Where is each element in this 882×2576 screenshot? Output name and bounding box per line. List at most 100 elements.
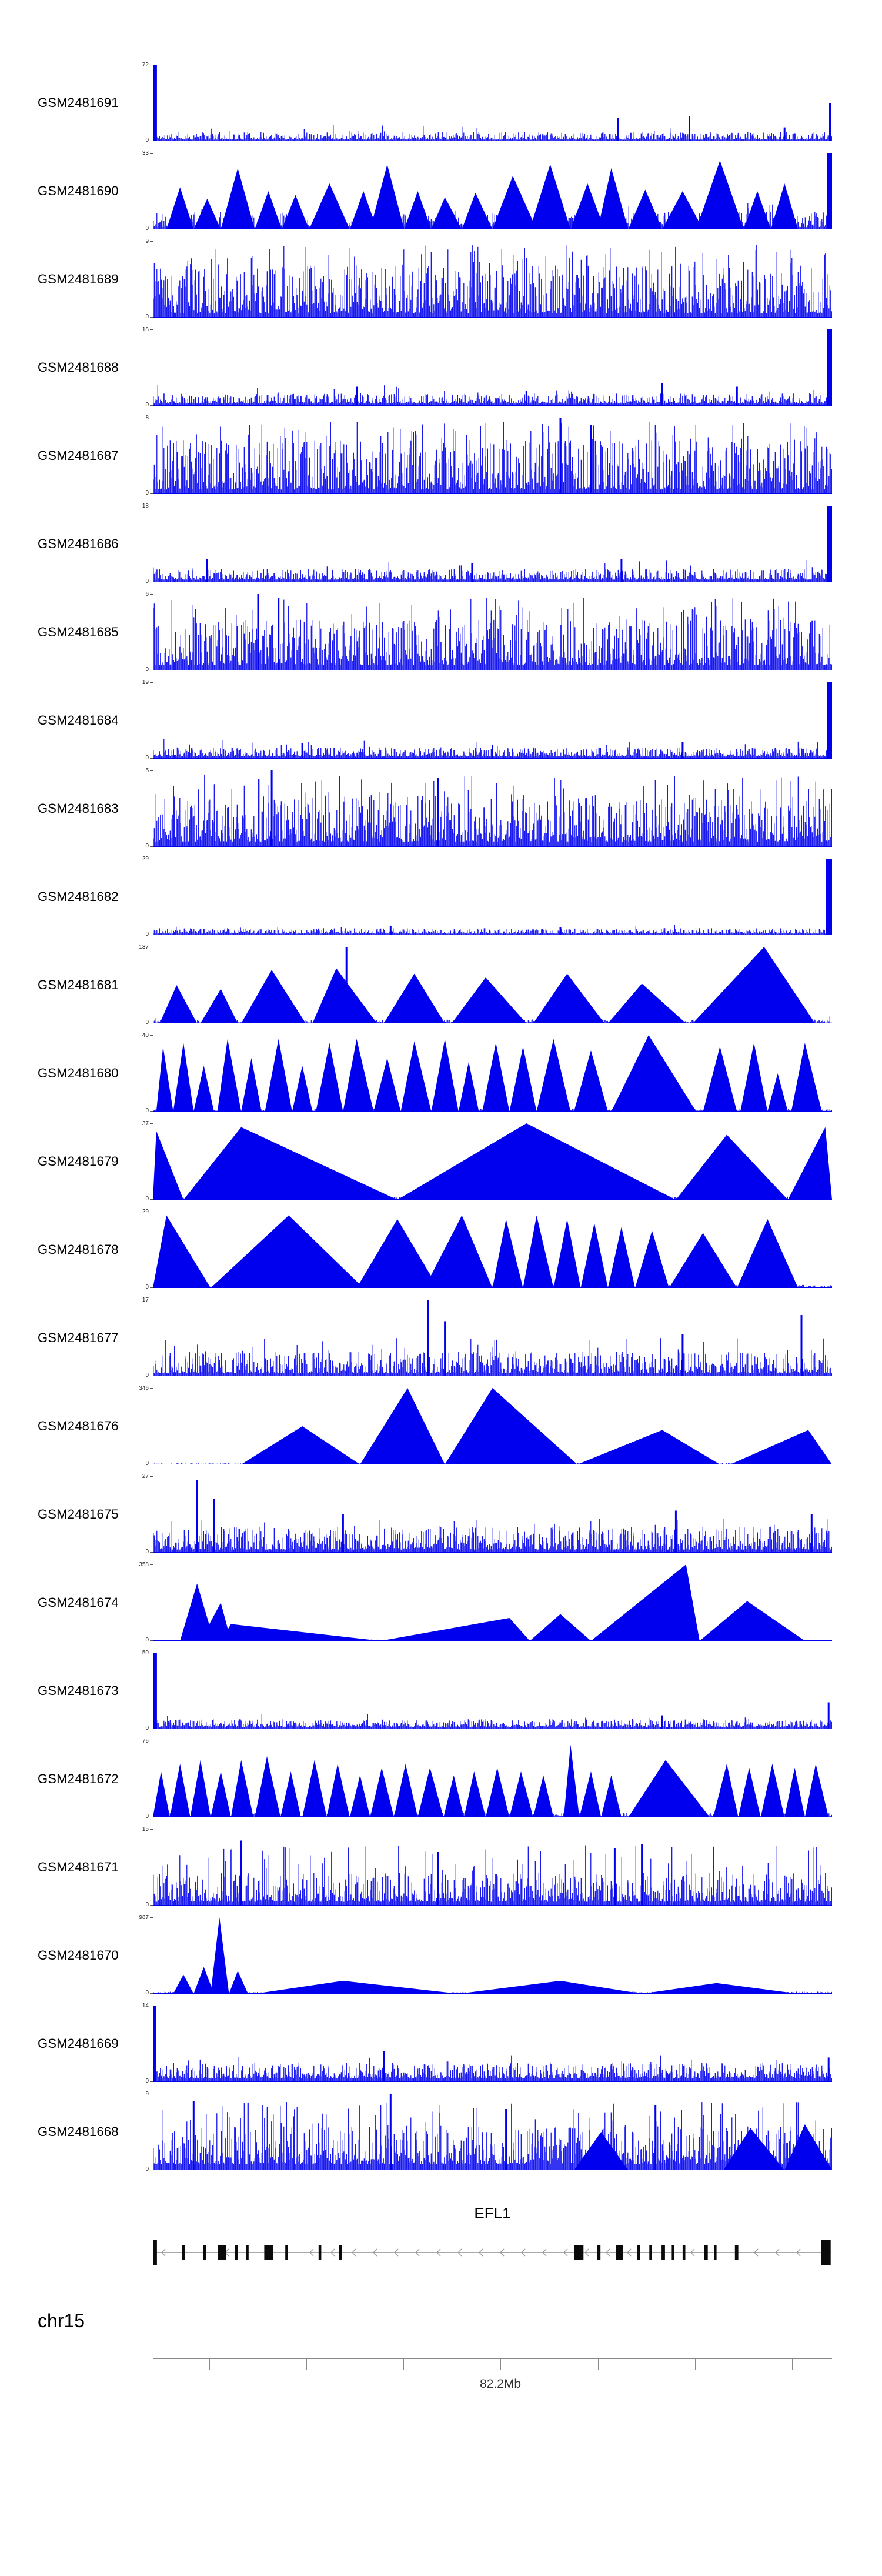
track-label: GSM2481674	[38, 1595, 119, 1610]
y-axis-bottom-tick	[150, 1111, 153, 1112]
y-axis-zero-label: 0	[145, 1901, 149, 1908]
y-axis-max-label: 29	[142, 1209, 149, 1215]
exon-box	[714, 2245, 717, 2260]
y-axis-top-tick	[150, 1035, 153, 1036]
exon-box	[246, 2245, 249, 2260]
strand-arrow-icon	[436, 2248, 441, 2257]
gene-model-track	[153, 2240, 831, 2265]
signal-track-row: GSM2481673 50 0	[0, 1647, 882, 1735]
y-axis-zero-label: 0	[145, 1549, 149, 1555]
exon-box	[218, 2245, 226, 2260]
signal-track-row: GSM2481691 72 0	[0, 59, 882, 147]
signal-plot: 37 0	[142, 1121, 832, 1202]
axis-tick	[209, 2358, 210, 2370]
axis-tick	[695, 2358, 696, 2370]
y-axis-max-label: 137	[139, 944, 149, 950]
exon-box	[203, 2245, 206, 2260]
exon-box	[264, 2245, 273, 2260]
genome-axis-line	[153, 2358, 832, 2359]
signal-plot: 29 0	[142, 856, 832, 937]
y-axis-max-label: 15	[142, 1826, 149, 1833]
coverage-signal	[153, 770, 832, 847]
y-axis-zero-label: 0	[145, 2166, 149, 2173]
coverage-signal	[153, 1564, 832, 1641]
strand-arrow-icon	[479, 2248, 483, 2257]
coverage-signal	[153, 1388, 832, 1464]
strand-arrow-icon	[394, 2248, 399, 2257]
signal-track-row: GSM2481679 37 0	[0, 1117, 882, 1206]
exon-box	[821, 2240, 831, 2265]
exon-box	[153, 2240, 157, 2265]
signal-track-row: GSM2481689 9 0	[0, 235, 882, 323]
coverage-signal	[153, 65, 832, 141]
y-axis-bottom-tick	[150, 758, 153, 759]
coverage-signal	[153, 682, 832, 759]
track-label: GSM2481677	[38, 1330, 119, 1345]
strand-arrow-icon	[606, 2248, 610, 2257]
signal-plot: 50 0	[142, 1650, 832, 1731]
y-axis-top-tick	[150, 594, 153, 595]
strand-arrow-icon	[542, 2248, 547, 2257]
y-axis-top-tick	[150, 1388, 153, 1389]
track-label: GSM2481691	[38, 95, 119, 110]
coverage-signal	[153, 1917, 832, 1994]
coverage-signal	[153, 1215, 832, 1288]
y-axis-zero-label: 0	[145, 313, 149, 320]
strand-arrow-icon	[521, 2248, 526, 2257]
y-axis-zero-label: 0	[145, 931, 149, 937]
axis-tick	[598, 2358, 599, 2370]
track-label: GSM2481668	[38, 2124, 119, 2139]
y-axis-bottom-tick	[150, 405, 153, 406]
signal-plot: 33 0	[142, 151, 832, 232]
signal-track-row: GSM2481671 15 0	[0, 1823, 882, 1911]
axis-tick	[306, 2358, 307, 2370]
y-axis-max-label: 17	[142, 1297, 149, 1303]
strand-arrow-icon	[754, 2248, 759, 2257]
y-axis-max-label: 8	[145, 415, 149, 421]
signal-plot: 19 0	[142, 680, 832, 761]
track-label: GSM2481685	[38, 625, 119, 639]
axis-tick	[792, 2358, 793, 2370]
y-axis-top-tick	[150, 1917, 153, 1918]
y-axis-max-label: 5	[145, 768, 149, 774]
strand-arrow-icon	[161, 2248, 166, 2257]
track-label: GSM2481673	[38, 1683, 119, 1698]
coverage-signal	[153, 1480, 832, 1553]
strand-arrow-icon	[330, 2248, 335, 2257]
y-axis-bottom-tick	[150, 493, 153, 494]
signal-plot: 72 0	[142, 62, 832, 144]
y-axis-top-tick	[150, 770, 153, 771]
y-axis-zero-label: 0	[145, 1990, 149, 1996]
exon-box	[339, 2245, 342, 2260]
coverage-signal	[153, 1744, 832, 1817]
track-label: GSM2481679	[38, 1154, 119, 1169]
track-label: GSM2481684	[38, 713, 119, 728]
y-axis-max-label: 18	[142, 503, 149, 509]
coverage-signal	[153, 947, 832, 1023]
coverage-signal	[153, 245, 832, 318]
strand-arrow-icon	[690, 2248, 695, 2257]
y-axis-bottom-tick	[150, 1905, 153, 1906]
track-label: GSM2481687	[38, 448, 119, 463]
y-axis-zero-label: 0	[145, 1460, 149, 1467]
exon-box	[649, 2245, 652, 2260]
strand-arrow-icon	[373, 2248, 377, 2257]
track-label: GSM2481675	[38, 1507, 119, 1521]
y-axis-max-label: 14	[142, 2003, 149, 2009]
strand-arrow-icon	[584, 2248, 589, 2257]
y-axis-zero-label: 0	[145, 578, 149, 585]
track-label: GSM2481680	[38, 1066, 119, 1080]
y-axis-max-label: 358	[139, 1561, 149, 1568]
y-axis-bottom-tick	[150, 317, 153, 318]
signal-plot: 358 0	[139, 1562, 832, 1643]
strand-arrow-icon	[775, 2248, 780, 2257]
signal-track-row: GSM2481676 346 0	[0, 1382, 882, 1470]
y-axis-top-tick	[150, 1564, 153, 1565]
y-axis-top-tick	[150, 241, 153, 242]
y-axis-zero-label: 0	[145, 137, 149, 144]
exon-box	[597, 2245, 601, 2260]
y-axis-zero-label: 0	[145, 1372, 149, 1379]
